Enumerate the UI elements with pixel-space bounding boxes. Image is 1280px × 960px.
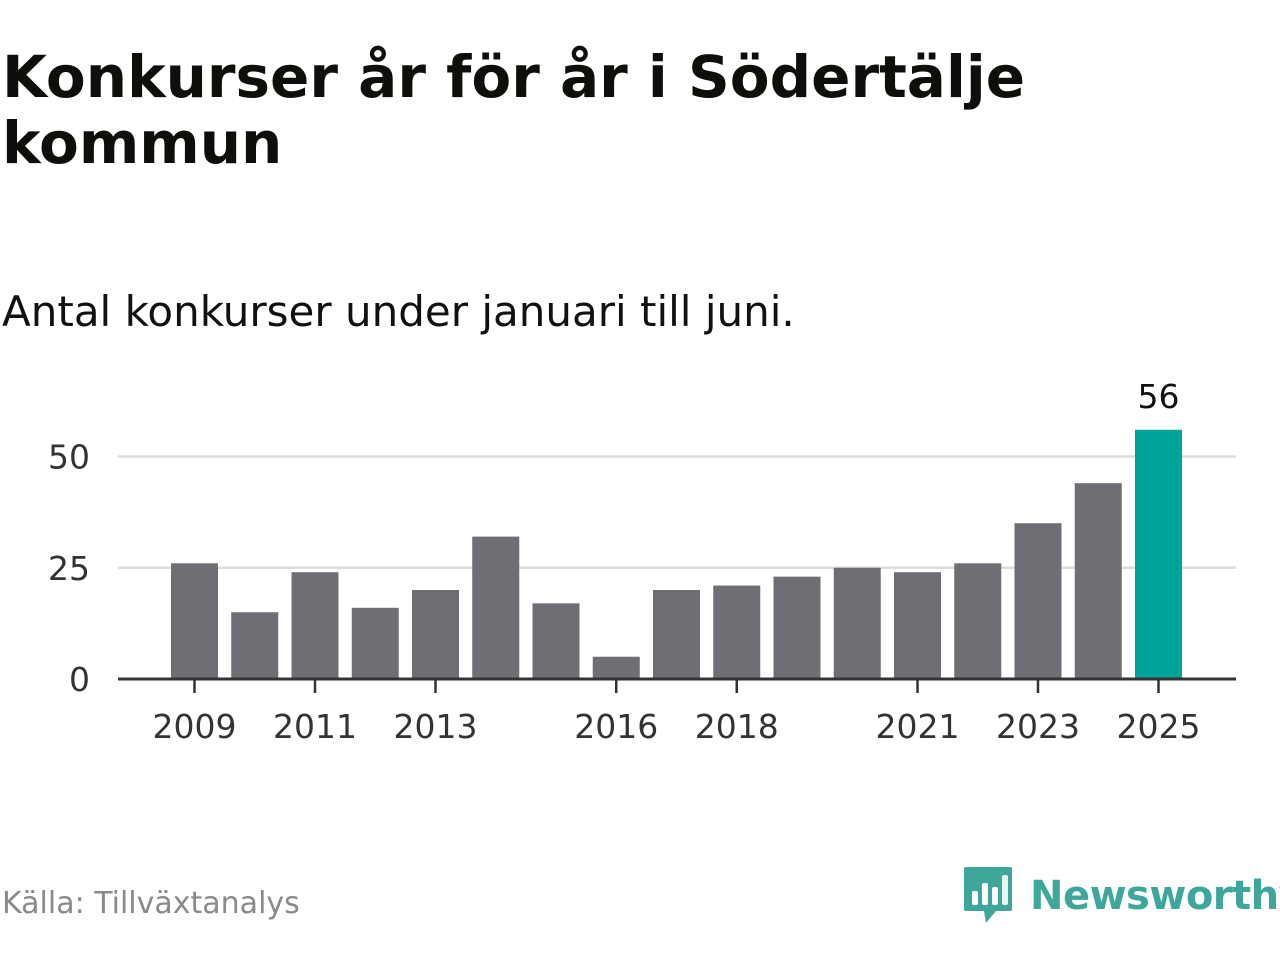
x-tick-label-2016: 2016 <box>574 707 658 746</box>
x-tick-label-2025: 2025 <box>1117 707 1201 746</box>
bar-2023 <box>1014 523 1062 679</box>
bar-2015 <box>532 603 580 679</box>
data-label-2025: 56 <box>1138 377 1180 416</box>
bar-2020 <box>833 567 881 679</box>
y-tick-label-50: 50 <box>48 438 90 477</box>
brand: Newsworthy <box>962 864 1280 928</box>
bar-2013 <box>412 590 459 679</box>
x-tick-label-2021: 2021 <box>876 707 960 746</box>
bar-2011 <box>291 572 339 679</box>
bar-2017 <box>653 590 700 679</box>
bars <box>171 429 1182 679</box>
bar-2009 <box>171 563 218 679</box>
x-tick-label-2018: 2018 <box>695 707 779 746</box>
chart-subtitle: Antal konkurser under januari till juni. <box>2 287 795 336</box>
brand-name: Newsworthy <box>1030 873 1280 919</box>
data-labels: 56 <box>1138 377 1180 416</box>
bar-2025 <box>1135 429 1182 679</box>
x-tick-label-2009: 2009 <box>153 707 237 746</box>
y-axis: 0 25 50 <box>48 438 90 700</box>
source-note: Källa: Tillväxtanalys <box>2 886 300 921</box>
bar-2019 <box>773 576 821 679</box>
newsworthy-logo-icon <box>964 867 1012 923</box>
bar-2022 <box>954 563 1002 679</box>
bar-2014 <box>472 536 520 679</box>
bar-2021 <box>894 572 941 679</box>
x-axis: 2009 2011 2013 2016 2018 2021 2023 2025 <box>118 677 1236 746</box>
gridlines <box>118 455 1236 569</box>
x-tick-label-2011: 2011 <box>273 707 357 746</box>
bar-chart: 2009 2011 2013 2016 2018 2021 2023 2025 0 25 50 5… <box>48 377 1236 746</box>
bar-2012 <box>351 607 399 679</box>
x-tick-label-2013: 2013 <box>394 707 478 746</box>
bar-2010 <box>231 612 279 679</box>
y-tick-label-25: 25 <box>48 549 90 588</box>
bar-2024 <box>1074 483 1122 679</box>
bar-2016 <box>592 656 640 679</box>
y-tick-label-0: 0 <box>69 660 90 699</box>
x-tick-label-2023: 2023 <box>996 707 1080 746</box>
chart-title: Konkurser år för år i Södertälje kommun <box>2 43 1026 177</box>
bar-2018 <box>713 585 761 679</box>
